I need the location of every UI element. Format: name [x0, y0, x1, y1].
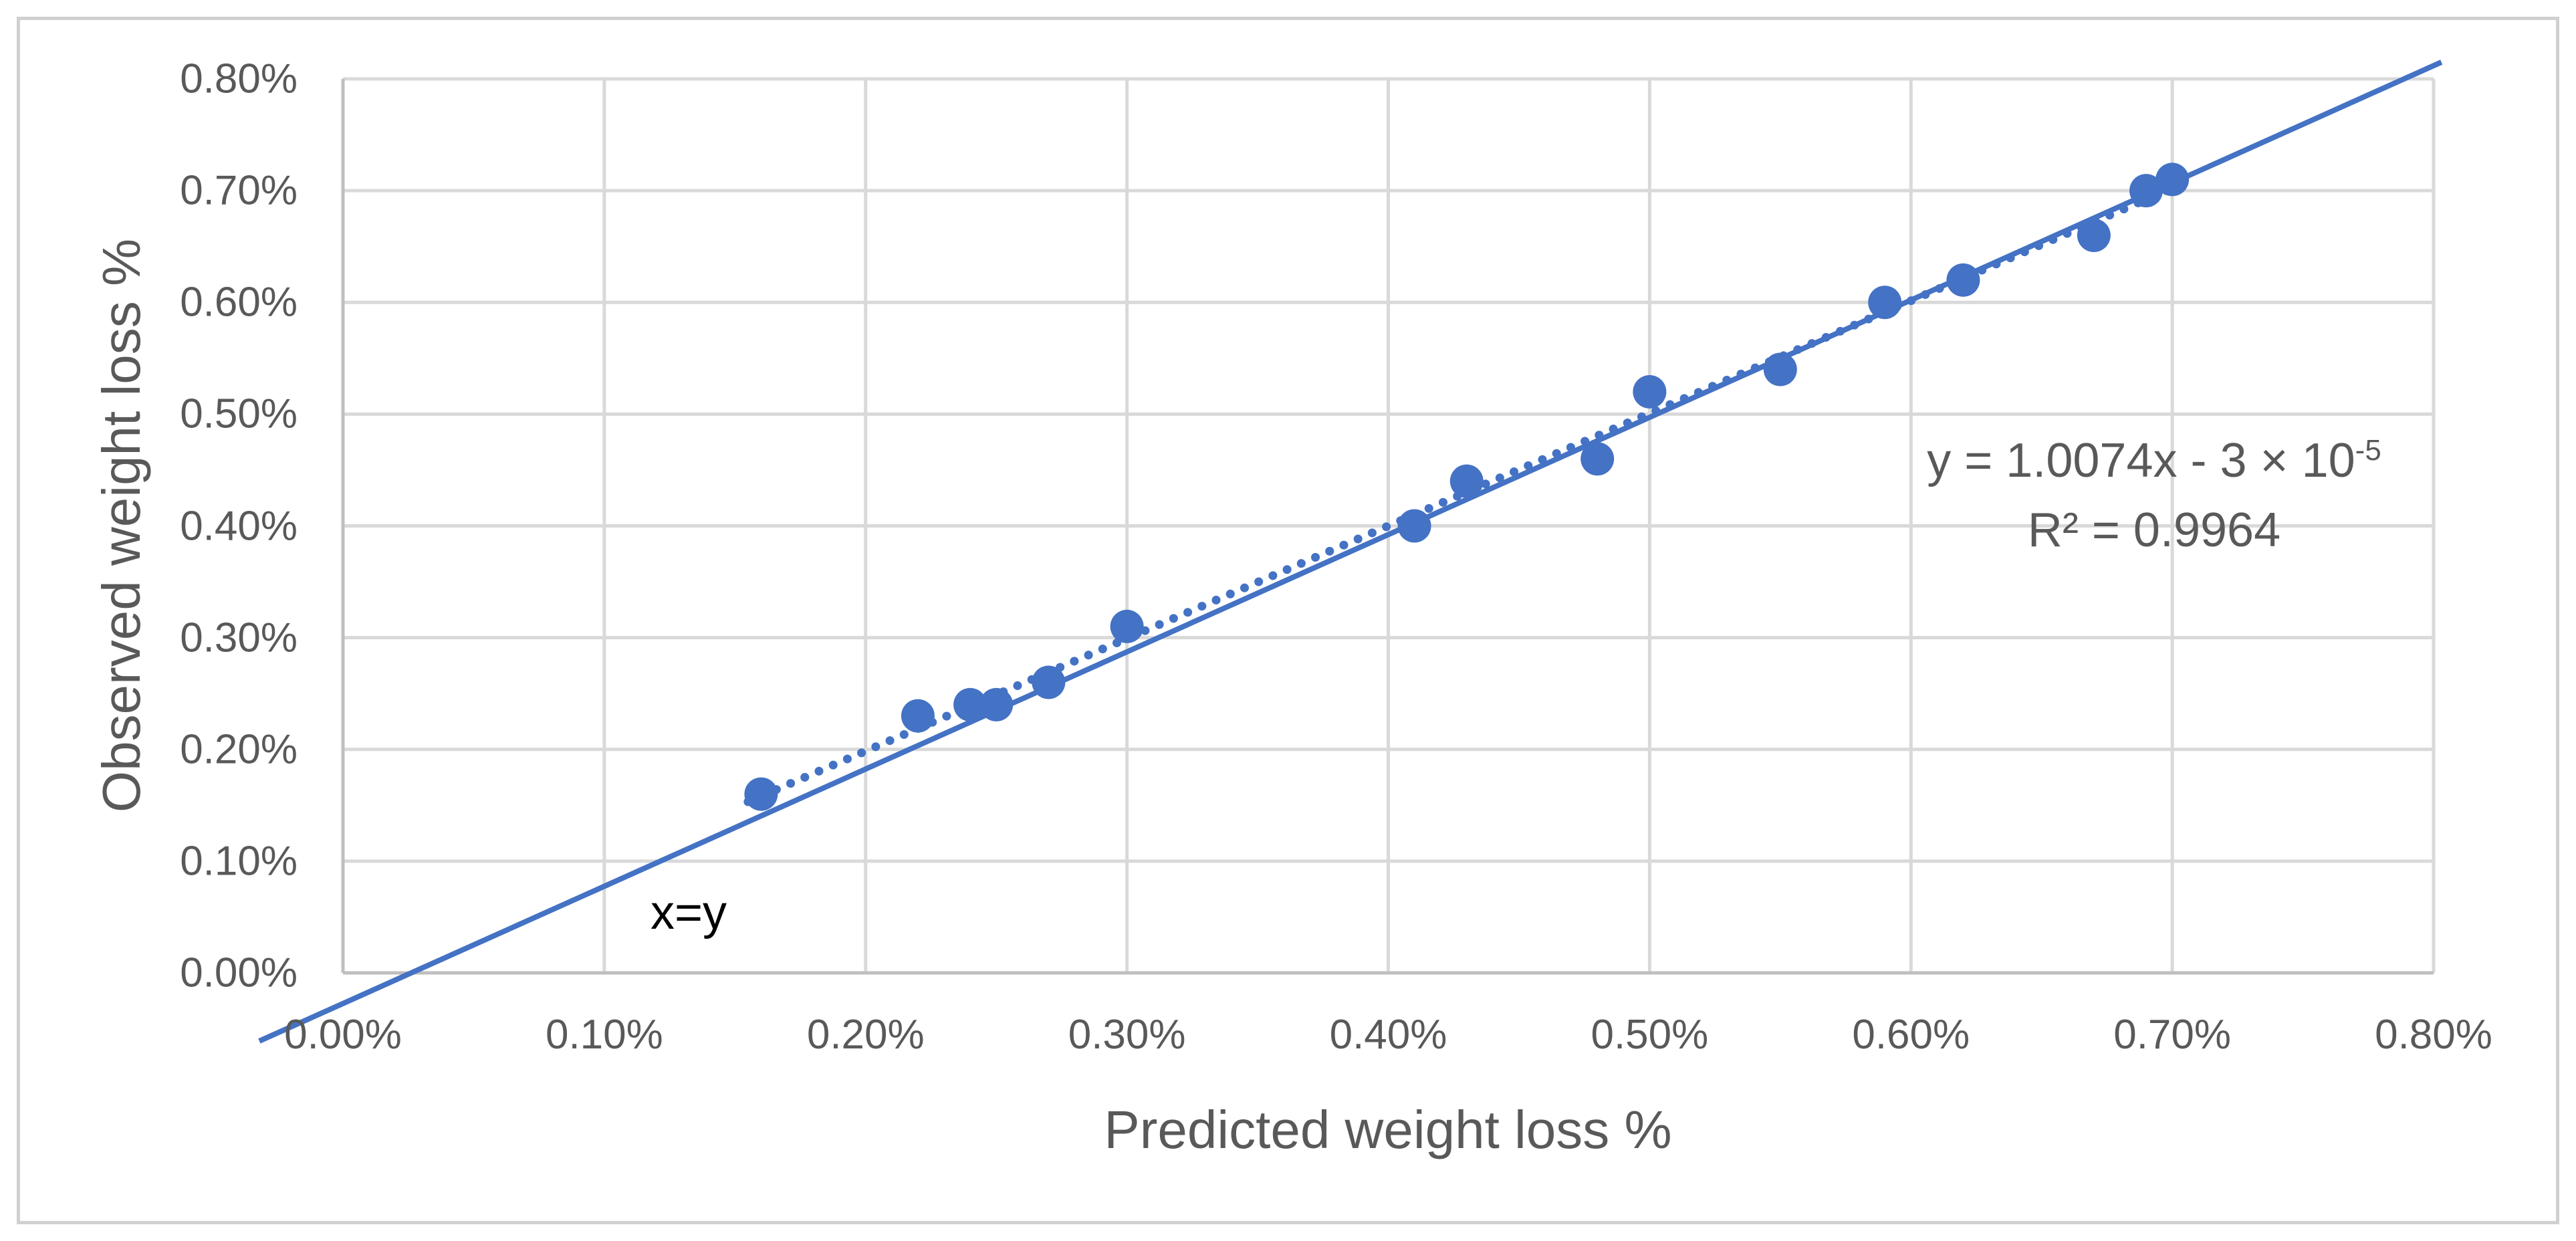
y-axis-tick-label: 0.20%	[180, 726, 298, 773]
equation-line: y = 1.0074x - 3 × 10-5	[1927, 416, 2381, 495]
y-axis-tick-label: 0.10%	[180, 838, 298, 885]
y-axis-tick-label: 0.70%	[180, 167, 298, 214]
data-point	[1032, 665, 1066, 699]
y-axis-tick-label: 0.50%	[180, 390, 298, 437]
x-axis-title: Predicted weight loss %	[1104, 1100, 1672, 1159]
x-axis-tick-label: 0.10%	[545, 1012, 663, 1058]
data-point	[1946, 263, 1980, 297]
data-point	[979, 687, 1014, 721]
data-point	[1449, 464, 1484, 498]
data-point	[2155, 162, 2190, 197]
r-squared-line: R² = 0.9964	[2027, 503, 2281, 557]
data-point	[1580, 442, 1615, 476]
data-point	[744, 777, 778, 811]
data-point	[1633, 374, 1667, 409]
axis-lines	[341, 79, 2434, 975]
chart-outer-border	[17, 17, 2559, 1224]
x-axis-tick-label: 0.20%	[806, 1012, 925, 1058]
scatter-points	[744, 162, 2190, 811]
identity-line-label: x=y	[650, 886, 727, 939]
data-point	[1868, 286, 1902, 320]
x-axis-tick-label: 0.40%	[1329, 1012, 1447, 1058]
y-axis-tick-label: 0.30%	[180, 614, 298, 661]
data-point	[1110, 609, 1144, 643]
y-axis-title: Observed weight loss %	[92, 238, 151, 813]
y-axis-tick-label: 0.00%	[180, 949, 298, 996]
equation-text: y = 1.0074x - 3 × 10	[1927, 434, 2355, 487]
trendline-equation: y = 1.0074x - 3 × 10-5 R² = 0.9964	[1927, 416, 2381, 565]
y-axis-tick-label: 0.60%	[180, 279, 298, 326]
x-axis-tick-label: 0.60%	[1852, 1012, 1970, 1058]
data-point	[2077, 218, 2111, 252]
x-axis-tick-label: 0.70%	[2113, 1012, 2232, 1058]
equation-exponent: -5	[2355, 434, 2381, 467]
y-axis-tick-label: 0.80%	[180, 55, 298, 102]
data-point	[1763, 352, 1797, 386]
y-axis-tick-label: 0.40%	[180, 503, 298, 549]
x-axis-tick-label: 0.80%	[2375, 1012, 2492, 1058]
data-point	[953, 687, 987, 721]
data-point	[1397, 509, 1431, 543]
data-point	[2129, 174, 2163, 208]
x-axis-tick-label: 0.30%	[1068, 1012, 1186, 1058]
x-axis-tick-label: 0.50%	[1591, 1012, 1709, 1058]
data-point	[901, 699, 935, 733]
x-axis-tick-label: 0.00%	[284, 1012, 402, 1058]
